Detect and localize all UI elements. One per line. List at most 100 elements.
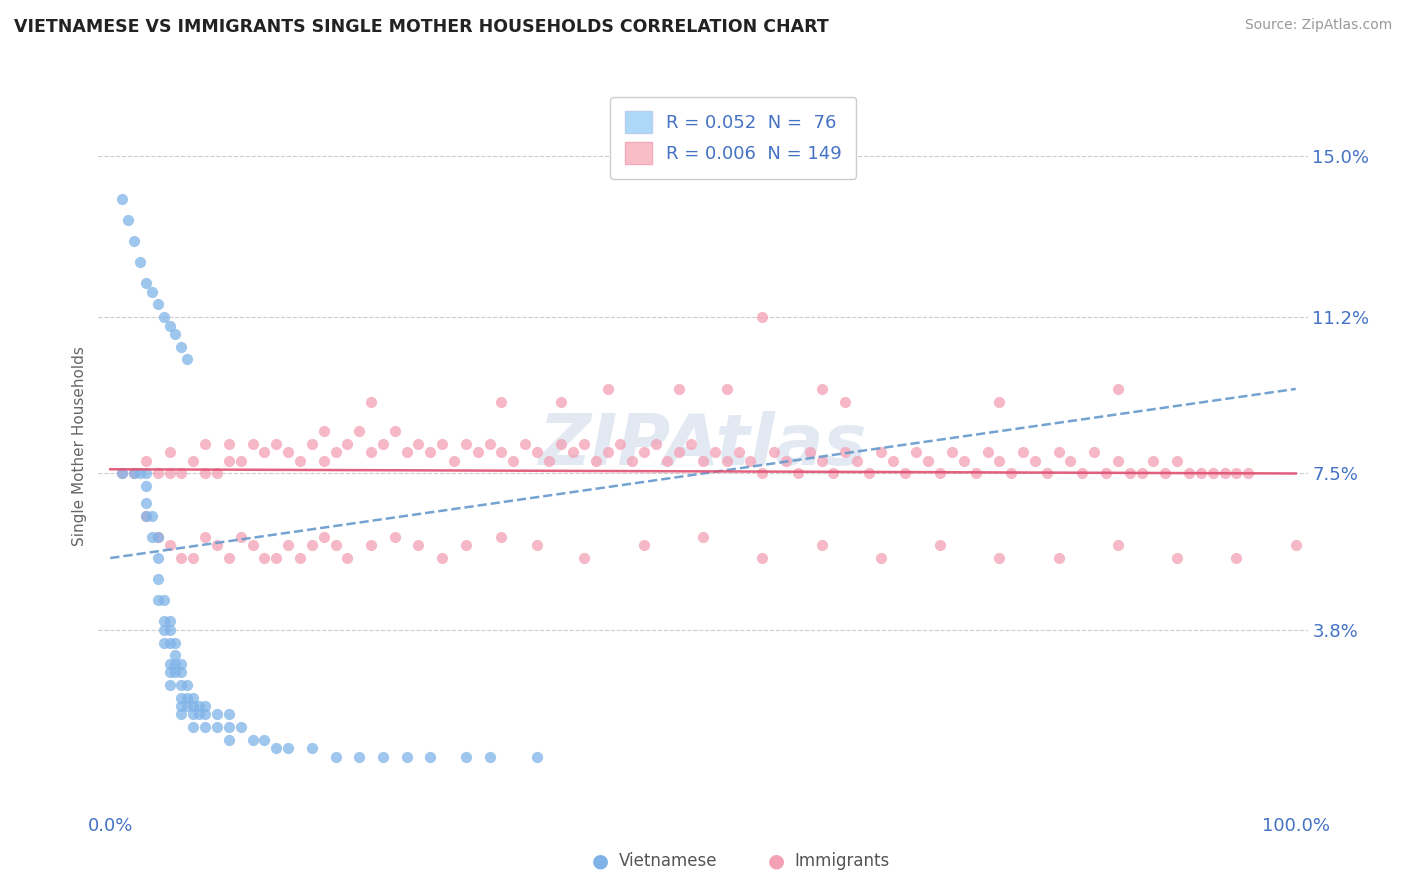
Point [146, 593, 169, 607]
Point [988, 394, 1011, 409]
Point [550, 437, 572, 451]
Point [312, 424, 335, 438]
Point [1083, 445, 1105, 459]
Point [395, 749, 418, 764]
Point [1213, 467, 1236, 481]
Point [869, 551, 891, 566]
Point [176, 678, 198, 692]
Point [165, 665, 187, 680]
Point [170, 690, 193, 705]
Point [181, 454, 204, 468]
Point [141, 530, 163, 544]
Point [129, 255, 152, 269]
Point [152, 623, 174, 637]
Point [135, 454, 157, 468]
Point [301, 538, 323, 552]
Point [620, 454, 643, 468]
Point [515, 437, 537, 451]
Point [585, 454, 607, 468]
Point [146, 530, 169, 544]
Point [1012, 445, 1035, 459]
Point [988, 551, 1011, 566]
Point [170, 699, 193, 714]
Point [135, 277, 157, 291]
Point [478, 749, 501, 764]
Point [194, 707, 217, 722]
Point [1119, 467, 1142, 481]
Point [371, 749, 394, 764]
Point [218, 454, 240, 468]
Point [692, 530, 714, 544]
Point [1047, 551, 1070, 566]
Point [205, 467, 228, 481]
Point [176, 690, 198, 705]
Point [893, 467, 915, 481]
Point [229, 530, 252, 544]
Point [550, 394, 572, 409]
Point [146, 530, 169, 544]
Point [976, 445, 998, 459]
Point [111, 192, 134, 206]
Point [336, 437, 359, 451]
Point [633, 445, 655, 459]
Point [111, 467, 134, 481]
Point [170, 665, 193, 680]
Point [846, 454, 869, 468]
Point [1059, 454, 1081, 468]
Point [218, 551, 240, 566]
Point [644, 437, 666, 451]
Point [740, 454, 762, 468]
Point [159, 538, 181, 552]
Point [384, 424, 406, 438]
Point [165, 648, 187, 663]
Point [727, 445, 749, 459]
Point [288, 551, 311, 566]
Point [526, 538, 548, 552]
Point [561, 445, 583, 459]
Point [952, 454, 974, 468]
Point [360, 445, 382, 459]
Point [598, 445, 620, 459]
Point [834, 445, 856, 459]
Point [312, 530, 335, 544]
Point [1237, 467, 1260, 481]
Point [170, 340, 193, 354]
Point [1154, 467, 1177, 481]
Point [751, 310, 773, 324]
Point [965, 467, 987, 481]
Point [111, 467, 134, 481]
Y-axis label: Single Mother Households: Single Mother Households [72, 346, 87, 546]
Point [188, 707, 211, 722]
Point [152, 615, 174, 629]
Point [325, 749, 347, 764]
Point [1024, 454, 1046, 468]
Point [395, 445, 418, 459]
Point [917, 454, 939, 468]
Point [242, 437, 264, 451]
Point [941, 445, 963, 459]
Point [277, 445, 299, 459]
Point [526, 445, 548, 459]
Point [929, 467, 952, 481]
Point [1225, 551, 1247, 566]
Point [703, 445, 725, 459]
Point [218, 732, 240, 747]
Point [681, 437, 703, 451]
Point [122, 467, 145, 481]
Point [170, 678, 193, 692]
Point [194, 437, 217, 451]
Point [1107, 454, 1129, 468]
Point [229, 454, 252, 468]
Point [478, 437, 501, 451]
Point [1107, 538, 1129, 552]
Point [574, 551, 596, 566]
Point [146, 551, 169, 566]
Point [165, 657, 187, 671]
Point [408, 538, 430, 552]
Point [264, 551, 287, 566]
Point [229, 720, 252, 734]
Point [1047, 445, 1070, 459]
Point [443, 454, 465, 468]
Point [716, 454, 738, 468]
Point [122, 234, 145, 248]
